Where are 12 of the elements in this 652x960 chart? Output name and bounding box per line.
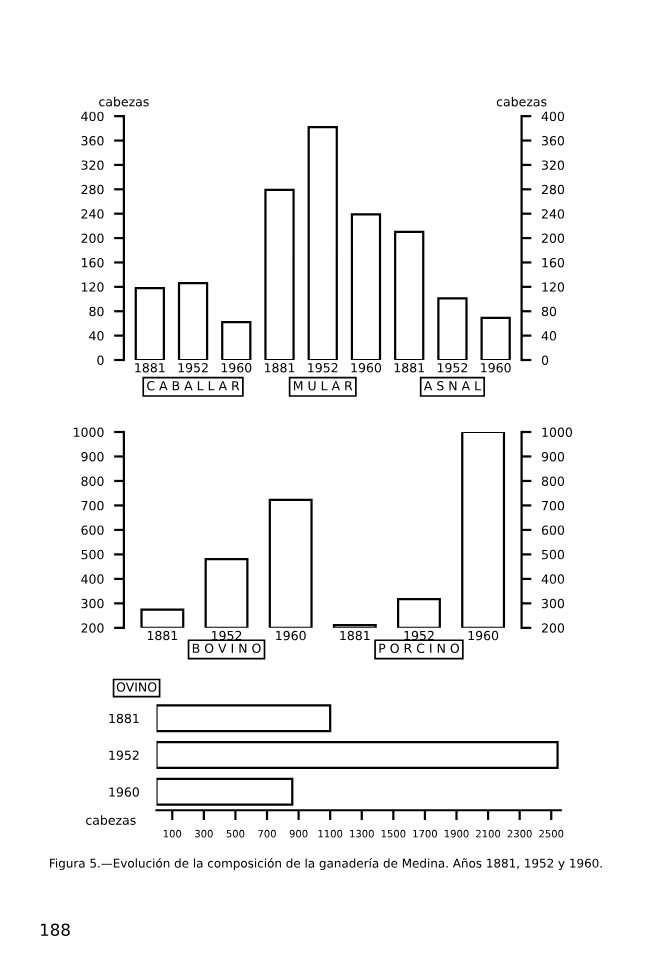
- bar: [221, 321, 252, 360]
- bar: [394, 230, 425, 360]
- bar: [177, 282, 209, 360]
- bar: [264, 188, 295, 360]
- bar: [134, 286, 165, 360]
- bar: [307, 126, 338, 360]
- bar: [350, 213, 382, 360]
- bar: [156, 704, 332, 733]
- bar: [480, 316, 511, 360]
- bar: [437, 297, 468, 360]
- text: 188: [40, 923, 70, 937]
- bar: [156, 741, 559, 770]
